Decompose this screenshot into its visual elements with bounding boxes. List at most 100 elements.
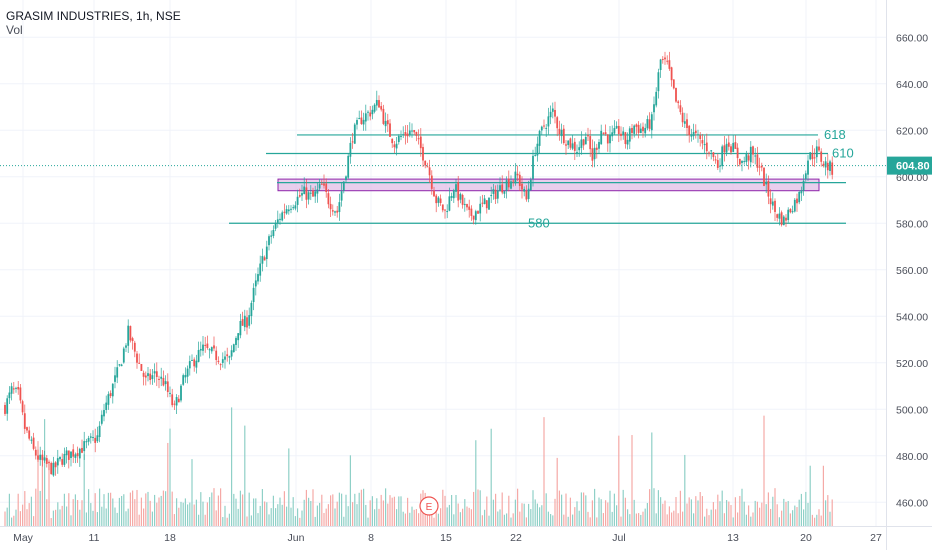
volume-bar — [404, 513, 406, 526]
y-tick-label: 500.00 — [896, 404, 928, 416]
candle-body — [237, 333, 240, 341]
candle-body — [523, 188, 526, 192]
candle-body — [213, 345, 215, 349]
volume-bar — [50, 517, 52, 526]
volume-bar — [624, 497, 626, 526]
candle-body — [272, 230, 275, 237]
candle-body — [109, 393, 112, 396]
volume-bar — [655, 513, 657, 526]
x-tick-label: 13 — [727, 532, 739, 544]
volume-bar — [154, 494, 156, 526]
candle-body — [507, 178, 510, 188]
candle-body — [804, 173, 807, 180]
volume-bar — [261, 489, 263, 526]
candle-body — [690, 134, 693, 137]
candle-body — [675, 87, 677, 102]
candle-body — [283, 211, 286, 213]
candle-body — [221, 359, 224, 363]
volume-bar — [453, 514, 455, 526]
volume-bar — [723, 513, 725, 526]
candle-body — [455, 184, 457, 192]
candle-body — [692, 132, 695, 137]
volume-bar — [488, 515, 490, 526]
candle-body — [721, 146, 724, 167]
earnings-marker[interactable]: E — [419, 496, 439, 516]
volume-bar — [380, 494, 382, 526]
candle-body — [171, 394, 174, 406]
volume-bar — [785, 501, 787, 526]
candle-body — [202, 344, 204, 351]
volume-bar — [162, 490, 164, 526]
volume-bar — [286, 506, 288, 526]
volume-bar — [756, 501, 758, 526]
support-zone[interactable] — [277, 178, 820, 192]
volume-bar — [486, 496, 488, 526]
candle-body — [648, 119, 651, 129]
candle-body — [613, 128, 616, 134]
volume-bar — [618, 435, 620, 526]
candle-body — [265, 246, 268, 260]
candle-body — [472, 215, 475, 220]
y-tick-label: 620.00 — [896, 125, 928, 137]
candle-body — [749, 146, 752, 163]
volume-bar — [657, 490, 659, 526]
candle-body — [316, 189, 319, 194]
volume-bar — [774, 488, 776, 526]
candle-body — [457, 182, 460, 201]
price-axis[interactable]: 460.00 480.00 500.00 520.00 540.00 560.00 580.… — [887, 32, 932, 509]
volume-bar — [528, 503, 530, 526]
candle-body — [217, 360, 220, 362]
candle-body — [450, 196, 453, 198]
x-tick-label: 11 — [89, 532, 100, 544]
volume-bar — [345, 494, 347, 526]
candle-body — [494, 189, 497, 200]
candle-body — [76, 453, 79, 457]
x-tick-label: 22 — [510, 532, 522, 544]
volume-bar — [497, 511, 499, 526]
volume-bar — [798, 499, 800, 526]
candle-body — [503, 191, 506, 194]
volume-series — [4, 407, 833, 526]
volume-bar — [165, 491, 167, 526]
candle-body — [529, 179, 532, 191]
volume-bar — [123, 494, 125, 526]
volume-bar — [72, 499, 74, 526]
volume-bar — [666, 514, 668, 526]
volume-bar — [151, 511, 153, 526]
candle-body — [741, 160, 743, 163]
candle-body — [307, 192, 310, 200]
candle-body — [347, 155, 350, 178]
volume-bar — [195, 499, 197, 526]
candle-body — [26, 427, 28, 431]
candle-body — [371, 109, 374, 115]
volume-bar — [719, 501, 721, 526]
candle-body — [52, 462, 55, 476]
volume-bar — [81, 500, 83, 526]
candle-body — [345, 176, 347, 181]
candle-body — [158, 378, 160, 380]
volume-bar — [294, 516, 296, 526]
time-axis[interactable]: May 11 18 Jun 8 15 22 Jul 13 20 27 — [13, 532, 882, 544]
candle-body — [63, 453, 66, 465]
volume-bar — [765, 504, 767, 526]
volume-bar — [770, 508, 772, 526]
volume-bar — [202, 501, 204, 526]
volume-bar — [451, 495, 453, 526]
volume-bar — [479, 490, 481, 526]
volume-bar — [352, 502, 354, 526]
x-tick-label: Jul — [612, 532, 625, 544]
candle-body — [446, 211, 449, 213]
candle-body — [609, 134, 611, 144]
candle-body — [382, 108, 385, 124]
volume-bar — [116, 512, 118, 526]
volume-bar — [74, 494, 76, 526]
candle-body — [15, 387, 17, 389]
volume-bar — [191, 459, 193, 526]
volume-bar — [167, 442, 169, 526]
volume-bar — [110, 492, 112, 526]
volume-bar — [279, 497, 281, 526]
volume-bar — [552, 515, 554, 526]
volume-bar — [576, 501, 578, 526]
